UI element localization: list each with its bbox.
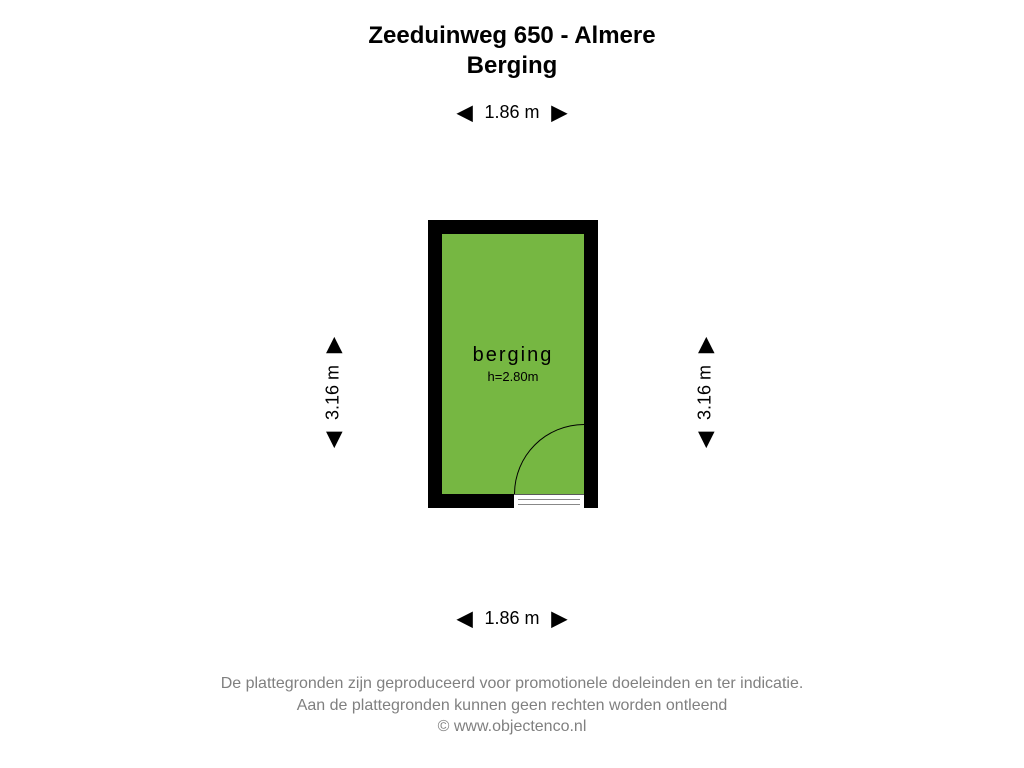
dimension-right-label: 3.16 m <box>695 365 716 420</box>
footer-line-3: © www.objectenco.nl <box>0 716 1024 738</box>
dimension-top-label: 1.86 m <box>484 102 539 123</box>
arrow-right-icon: ▶ <box>695 338 715 353</box>
dimension-top: ◀ 1.86 m ▶ <box>412 102 612 123</box>
door-opening <box>514 494 584 508</box>
arrow-left-icon: ◀ <box>323 432 343 447</box>
dimension-bottom-label: 1.86 m <box>484 608 539 629</box>
floorplan-page: Zeeduinweg 650 - Almere Berging ◀ 1.86 m… <box>0 0 1024 768</box>
room-outer-wall: berging h=2.80m <box>428 220 598 508</box>
arrow-left-icon: ◀ <box>695 432 715 447</box>
arrow-left-icon: ◀ <box>457 609 472 629</box>
arrow-right-icon: ▶ <box>323 338 343 353</box>
arrow-right-icon: ▶ <box>552 103 567 123</box>
dimension-left: ◀ 3.16 m ▶ <box>323 248 344 538</box>
arrow-left-icon: ◀ <box>457 103 472 123</box>
room-height-label: h=2.80m <box>488 369 539 384</box>
dimension-right: ◀ 3.16 m ▶ <box>695 248 716 538</box>
page-header: Zeeduinweg 650 - Almere Berging <box>0 22 1024 80</box>
dimension-left-label: 3.16 m <box>323 365 344 420</box>
footer-line-2: Aan de plattegronden kunnen geen rechten… <box>0 695 1024 717</box>
page-footer: De plattegronden zijn geproduceerd voor … <box>0 673 1024 738</box>
dimension-bottom: ◀ 1.86 m ▶ <box>412 608 612 629</box>
room-name-label: berging <box>473 344 554 367</box>
page-title: Zeeduinweg 650 - Almere <box>0 22 1024 50</box>
footer-line-1: De plattegronden zijn geproduceerd voor … <box>0 673 1024 695</box>
page-subtitle: Berging <box>0 52 1024 80</box>
arrow-right-icon: ▶ <box>552 609 567 629</box>
